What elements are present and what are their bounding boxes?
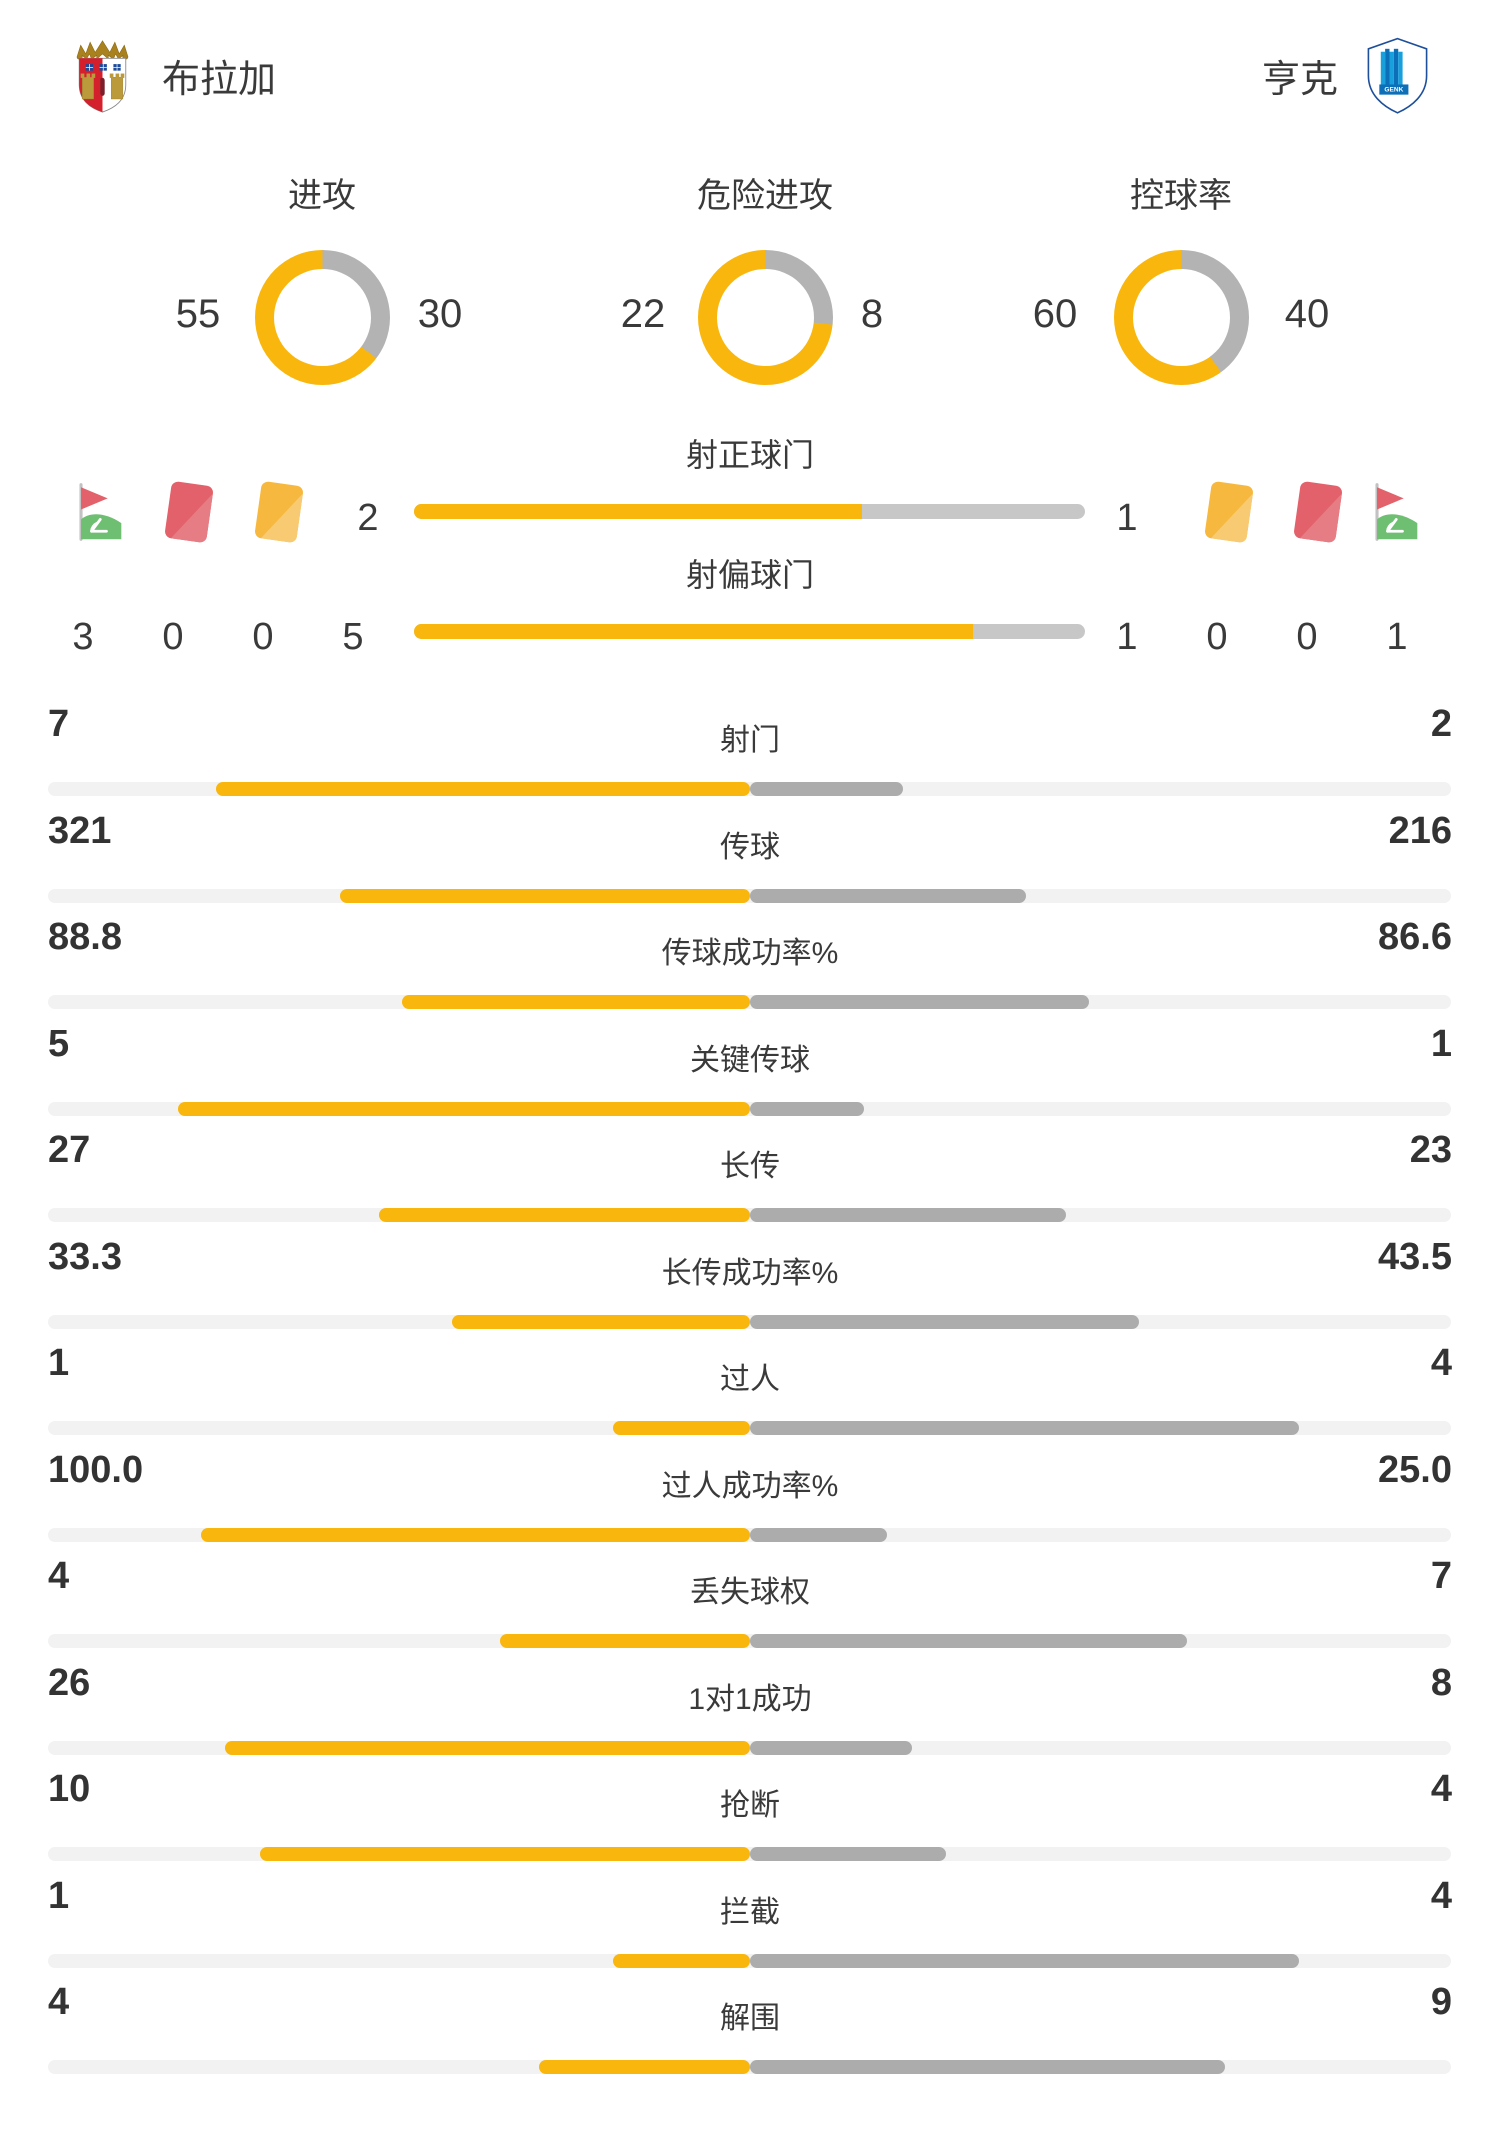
svg-text:GENK: GENK	[1384, 87, 1403, 94]
